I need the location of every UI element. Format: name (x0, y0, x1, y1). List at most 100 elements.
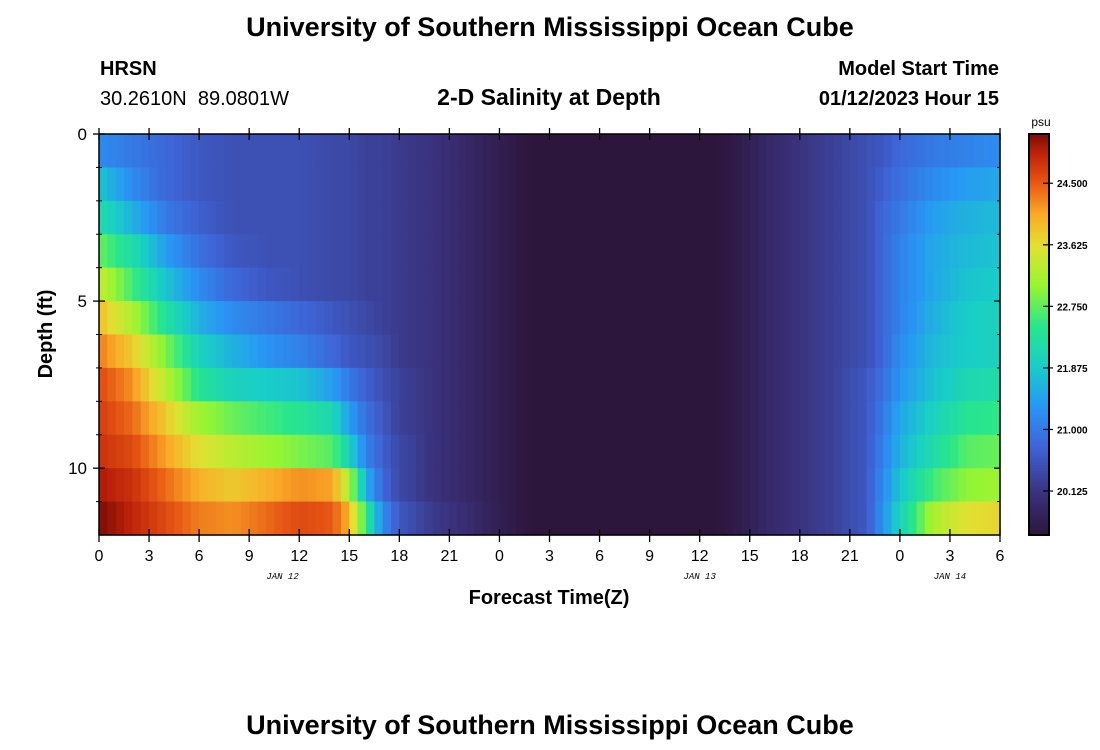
heatmap-cell (899, 134, 909, 169)
heatmap-cell (207, 301, 217, 336)
heatmap-cell (841, 334, 851, 369)
heatmap-cell (324, 200, 334, 235)
heatmap-cell (224, 234, 234, 269)
heatmap-cell (666, 434, 676, 469)
heatmap-cell (332, 367, 342, 402)
heatmap-cell (349, 468, 359, 503)
heatmap-cell (282, 267, 292, 302)
heatmap-cell (190, 167, 200, 202)
heatmap-cell (232, 468, 242, 503)
heatmap-cell (349, 401, 359, 436)
heatmap-cell (482, 501, 492, 536)
heatmap-cell (499, 334, 509, 369)
heatmap-cell (524, 468, 534, 503)
heatmap-cell (257, 234, 267, 269)
heatmap-cell (507, 167, 517, 202)
heatmap-cell (315, 334, 325, 369)
heatmap-cell (657, 301, 667, 336)
heatmap-cell (666, 334, 676, 369)
heatmap-cell (365, 267, 375, 302)
heatmap-cell (682, 501, 692, 536)
heatmap-cell (758, 167, 767, 202)
x-tick-label: 0 (495, 548, 504, 565)
heatmap-cell (699, 200, 709, 235)
heatmap-cell (724, 200, 734, 235)
heatmap-cell (382, 234, 392, 269)
heatmap-cell (733, 267, 742, 302)
heatmap-cell (916, 200, 926, 235)
heatmap-cell (265, 434, 275, 469)
heatmap-cell (758, 267, 767, 302)
heatmap-cell (457, 501, 467, 536)
heatmap-cell (499, 468, 509, 503)
heatmap-cell (491, 468, 501, 503)
heatmap-cell (357, 367, 367, 402)
heatmap-cell (991, 200, 1001, 235)
heatmap-cell (124, 401, 133, 436)
x-tick-label: 9 (645, 548, 654, 565)
heatmap-cell (115, 167, 125, 202)
heatmap-cell (749, 334, 759, 369)
heatmap-cell (499, 367, 509, 402)
heatmap-cell (682, 434, 692, 469)
heatmap-cell (207, 401, 217, 436)
heatmap-cell (441, 301, 450, 336)
x-tick-label: 3 (945, 548, 954, 565)
heatmap-cell (457, 334, 467, 369)
heatmap-cell (833, 501, 843, 536)
heatmap-cell (457, 267, 467, 302)
heatmap-cell (215, 367, 225, 402)
heatmap-cell (257, 434, 267, 469)
heatmap-cell (933, 167, 943, 202)
x-tick-label: 3 (145, 548, 154, 565)
heatmap-cell (657, 167, 667, 202)
heatmap-cell (708, 167, 717, 202)
heatmap-cell (974, 434, 984, 469)
heatmap-cell (516, 334, 526, 369)
heatmap-cell (157, 301, 167, 336)
heatmap-cell (307, 367, 317, 402)
heatmap-cell (791, 468, 801, 503)
heatmap-cell (908, 234, 918, 269)
heatmap-cell (766, 468, 776, 503)
heatmap-cell (249, 167, 259, 202)
heatmap-cell (382, 367, 392, 402)
heatmap-cell (599, 167, 609, 202)
heatmap-cell (816, 167, 826, 202)
heatmap-cell (174, 134, 184, 169)
heatmap-cell (566, 401, 576, 436)
heatmap-cell (591, 267, 601, 302)
heatmap-cell (849, 468, 859, 503)
heatmap-cell (290, 234, 300, 269)
heatmap-cell (507, 468, 517, 503)
heatmap-cell (524, 200, 534, 235)
heatmap-cell (441, 468, 450, 503)
heatmap-cell (816, 434, 826, 469)
heatmap-cell (232, 267, 242, 302)
heatmap-cell (833, 434, 843, 469)
heatmap-cell (224, 200, 234, 235)
heatmap-cell (624, 301, 634, 336)
heatmap-cell (566, 301, 576, 336)
heatmap-cell (783, 167, 793, 202)
heatmap-cell (849, 267, 859, 302)
heatmap-cell (507, 401, 517, 436)
heatmap-cell (424, 200, 434, 235)
heatmap-cell (974, 167, 984, 202)
heatmap-cell (791, 167, 801, 202)
heatmap-cell (991, 401, 1001, 436)
colorbar (1028, 133, 1050, 536)
heatmap-cell (941, 501, 951, 536)
heatmap-cell (340, 234, 350, 269)
footer-title: University of Southern Mississippi Ocean… (246, 710, 854, 740)
heatmap-cell (466, 200, 476, 235)
heatmap-cell (549, 167, 559, 202)
heatmap-cell (466, 334, 476, 369)
heatmap-cell (858, 301, 868, 336)
heatmap-cell (499, 167, 509, 202)
heatmap-cell (357, 468, 367, 503)
heatmap-cell (349, 234, 359, 269)
heatmap-cell (107, 401, 117, 436)
heatmap-cell (482, 434, 492, 469)
heatmap-cell (165, 501, 175, 536)
